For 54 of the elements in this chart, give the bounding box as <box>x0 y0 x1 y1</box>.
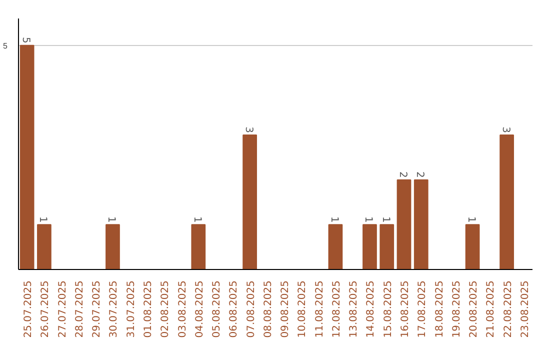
bar <box>106 224 120 270</box>
x-tick-label: 31.07.2025 <box>126 280 137 338</box>
x-tick-label: 22.08.2025 <box>502 280 514 338</box>
x-tick-label: 13.08.2025 <box>348 280 360 338</box>
x-tick-label: 21.08.2025 <box>486 280 497 338</box>
x-tick-label: 17.08.2025 <box>417 280 428 338</box>
x-tick-label: 26.07.2025 <box>40 280 52 338</box>
data-label: 2 <box>414 171 426 178</box>
x-tick-label: 07.08.2025 <box>246 280 257 338</box>
bar <box>20 44 34 270</box>
x-tick-label: 05.08.2025 <box>212 280 223 338</box>
data-label: 5 <box>20 37 32 44</box>
x-tick-label: 25.07.2025 <box>23 280 34 338</box>
data-label: 1 <box>191 216 202 223</box>
x-tick-label: 02.08.2025 <box>160 280 172 338</box>
data-label: 1 <box>362 216 374 223</box>
bar <box>500 134 514 270</box>
bar <box>465 224 480 270</box>
bar <box>242 134 257 270</box>
x-tick-label: 03.08.2025 <box>177 280 188 338</box>
bar <box>191 224 206 270</box>
x-tick-label: 20.08.2025 <box>468 280 480 338</box>
bar <box>328 224 343 270</box>
x-tick-label: 29.07.2025 <box>92 280 103 338</box>
data-label: 1 <box>328 216 340 223</box>
x-tick-label: 06.08.2025 <box>228 280 240 338</box>
x-tick-label: 11.08.2025 <box>314 280 326 338</box>
bar <box>414 179 428 270</box>
x-tick-label: 12.08.2025 <box>331 280 342 338</box>
x-tick-label: 18.08.2025 <box>434 280 446 338</box>
x-tick-label: 16.08.2025 <box>400 280 411 338</box>
data-label: 1 <box>466 216 477 223</box>
x-tick-label: 28.07.2025 <box>74 280 86 338</box>
bar <box>362 224 377 270</box>
x-tick-label: 14.08.2025 <box>366 280 377 338</box>
x-tick-label: 30.07.2025 <box>108 280 120 338</box>
data-label: 3 <box>242 126 254 134</box>
x-tick-label: 10.08.2025 <box>297 280 308 338</box>
x-tick-label: 08.08.2025 <box>262 280 274 338</box>
data-label: 1 <box>380 216 391 223</box>
bar <box>396 179 412 270</box>
data-label: 2 <box>397 171 408 178</box>
x-tick-label: 27.07.2025 <box>57 280 68 338</box>
data-label: 1 <box>37 216 48 223</box>
bar <box>37 224 52 270</box>
data-label: 1 <box>106 216 117 223</box>
x-tick-label: 15.08.2025 <box>382 280 394 338</box>
data-label: 3 <box>500 126 511 134</box>
x-tick-label: 01.08.2025 <box>143 280 154 338</box>
x-tick-label: 04.08.2025 <box>194 280 206 338</box>
x-tick-label: 19.08.2025 <box>451 280 462 338</box>
x-tick-label: 23.08.2025 <box>520 280 531 338</box>
x-tick-label: 09.08.2025 <box>280 280 292 338</box>
bar <box>380 224 394 270</box>
